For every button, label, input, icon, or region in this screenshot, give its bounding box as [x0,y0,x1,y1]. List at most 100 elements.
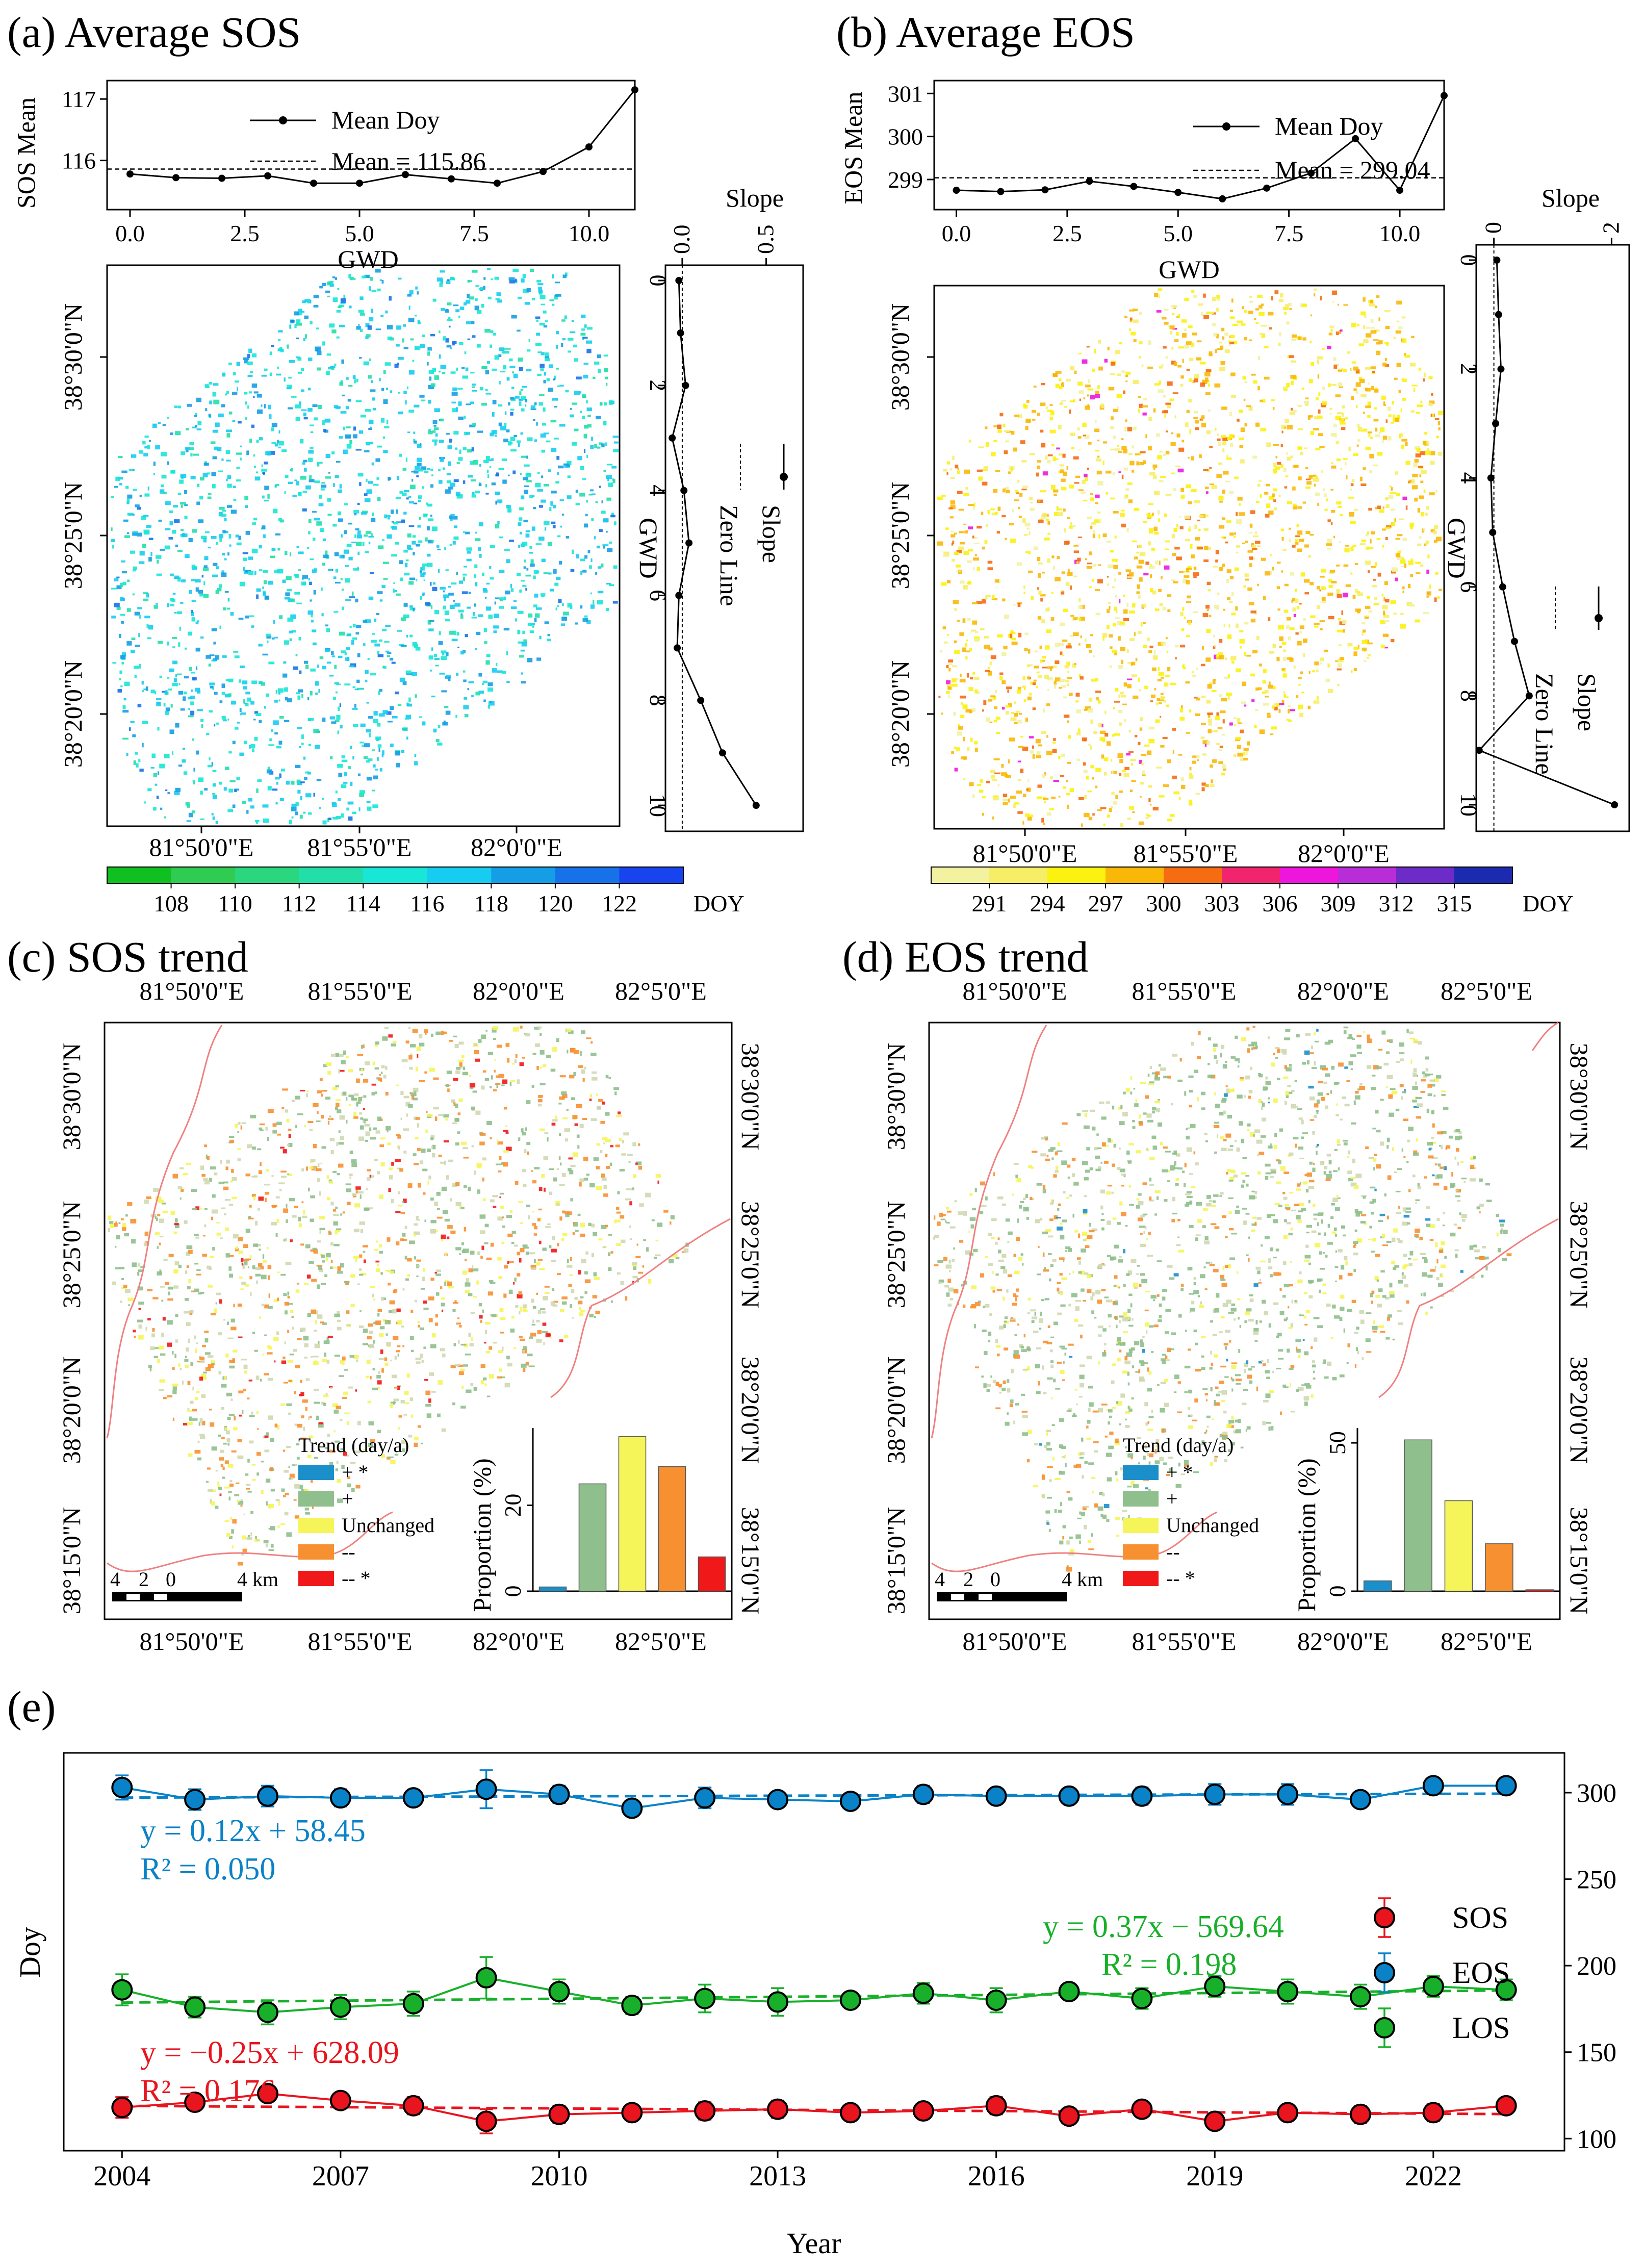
slope-legend-slope: Slope [1573,673,1601,731]
sos-point [111,2097,133,2119]
slope-frame [664,264,804,832]
slope-legend-slope: Slope [757,505,786,563]
y-tick-label: 299 [888,167,923,193]
proportion-bar [618,1436,647,1592]
los-point [621,1995,643,2017]
lon-top-4: 82°5'0"E [1441,977,1532,1005]
y-tick-label: 2 [645,379,671,391]
eos-point [548,1783,570,1805]
legend-mean-value: Mean = 115.86 [331,147,486,175]
colorbar-swatch [299,867,364,883]
mean-doy-point [953,187,960,194]
colorbar-swatch [619,867,684,883]
line-marks [934,92,1448,202]
eos-point [1349,1789,1371,1811]
slope-legend-marker [1595,614,1603,622]
x-tick-label: 0.0 [669,225,695,254]
colorbar-tick: 116 [410,890,444,916]
los-point [402,1993,424,2015]
slope-gwd-label: GWD [1443,518,1471,578]
panel-d: (d) EOS trend 81°50'0"E 81°55'0"E 82°0'0… [842,932,1594,1655]
lat-left-3: 38°20'0"N [882,1357,910,1464]
slope-point [1497,365,1505,373]
proportion-bar [1404,1439,1432,1592]
y-tick-label: 0 [645,275,671,287]
legend-item-label: -- * [1166,1567,1195,1590]
colorbar-tick: 306 [1263,890,1298,916]
x-tick-label: 2007 [312,2160,369,2192]
mean-doy-point [1086,177,1093,185]
colorbar-swatch [491,867,556,883]
sos-slope-plot: Slope GWD Slope Zero Line 0.0 0.5 0 2 4 6 8 10 [634,184,804,832]
lat-right-3: 38°20'0"N [1565,1357,1594,1464]
map-frame [928,1022,1561,1620]
colorbar-tick: 297 [1088,890,1123,916]
x-tick-label: 5.0 [345,220,374,246]
y-tick-label: 6 [1456,581,1482,593]
sos-pixel-cloud [111,268,620,825]
slope-gwd-label: GWD [634,518,663,578]
x-tick-label: 2010 [530,2160,587,2192]
panel-a-title: (a) Average SOS [7,8,301,57]
sos-point [329,2089,351,2111]
lat-left-1: 38°30'0"N [57,1043,86,1151]
colorbar-swatch [1396,867,1455,883]
legend-swatch [298,1544,334,1560]
eos-point [402,1787,424,1809]
sos-point [1204,2110,1226,2132]
y-tick-label: 10 [1456,793,1482,817]
x-tick-label: 2013 [749,2160,806,2192]
colorbar-tick: 309 [1321,890,1356,916]
bar-y-label: Proportion (%) [1292,1458,1321,1612]
scale-2: 2 [963,1568,973,1591]
map-frame [106,264,621,827]
colorbar-tick: 114 [346,890,380,916]
eos-point [621,1797,643,1819]
sos-point [694,2100,716,2122]
x-tick-label: 10.0 [569,220,610,246]
mean-doy-point [1396,187,1404,194]
los-point [985,1989,1007,2011]
colorbar-swatch [1280,867,1339,883]
sos-point [1277,2102,1299,2124]
colorbar-tick: 300 [1146,890,1181,916]
legend-swatch [1123,1465,1159,1480]
mean-doy-point [310,180,317,187]
slope-point [1511,638,1518,645]
eos-point [912,1783,934,1805]
colorbar-tick: 118 [474,890,508,916]
lon-bottom-4: 82°5'0"E [615,1627,707,1655]
panel-b-title: (b) Average EOS [836,8,1135,57]
legend-item-label: -- [1166,1540,1180,1563]
legend-item-label: -- [342,1540,355,1563]
legend-title: Trend (day/a) [1123,1434,1234,1457]
lat-right-1: 38°30'0"N [736,1043,765,1151]
slope-point [669,434,676,442]
eos-point [329,1787,351,1809]
y-tick-label: 2 [1456,363,1482,375]
x-tick-label: 0.0 [115,220,145,246]
x-tick-label: 0.0 [942,220,971,246]
slope-point [718,749,726,757]
eos-point [184,1789,206,1811]
lon-bottom-1: 81°50'0"E [140,1627,244,1655]
legend-swatch [1123,1571,1159,1586]
eos-average-map: 38°30'0"N 38°25'0"N 38°20'0"N 81°50'0"E … [886,285,1445,868]
eos-r2: R² = 0.050 [140,1852,275,1887]
legend: SOS EOS LOS [1374,1897,1510,2048]
y-tick-label: 8 [645,695,671,706]
lat-label-2: 38°25'0"N [886,482,914,590]
panel-e: (e) Doy Year 2004 2007 2010 2013 2016 2019 202… [7,1682,1616,2260]
y-tick-label: 6 [645,590,671,601]
los-point [475,1967,497,1989]
scale-bar: 4 2 0 4 km [110,1568,278,1601]
lon-label-1: 81°50'0"E [149,833,254,861]
sos-point [1058,2105,1080,2127]
sos-point [767,2098,789,2120]
sos-colorbar: 108 110 112 114 116 118 120 122 DOY [107,867,744,916]
panel-a: (a) Average SOS SOS Mean GWD Mean Doy Me… [7,8,804,916]
lon-top-1: 81°50'0"E [963,977,1067,1005]
y-axis-label: Doy [13,1927,46,1978]
lon-top-3: 82°0'0"E [473,977,564,1005]
proportion-bar [1485,1543,1513,1592]
